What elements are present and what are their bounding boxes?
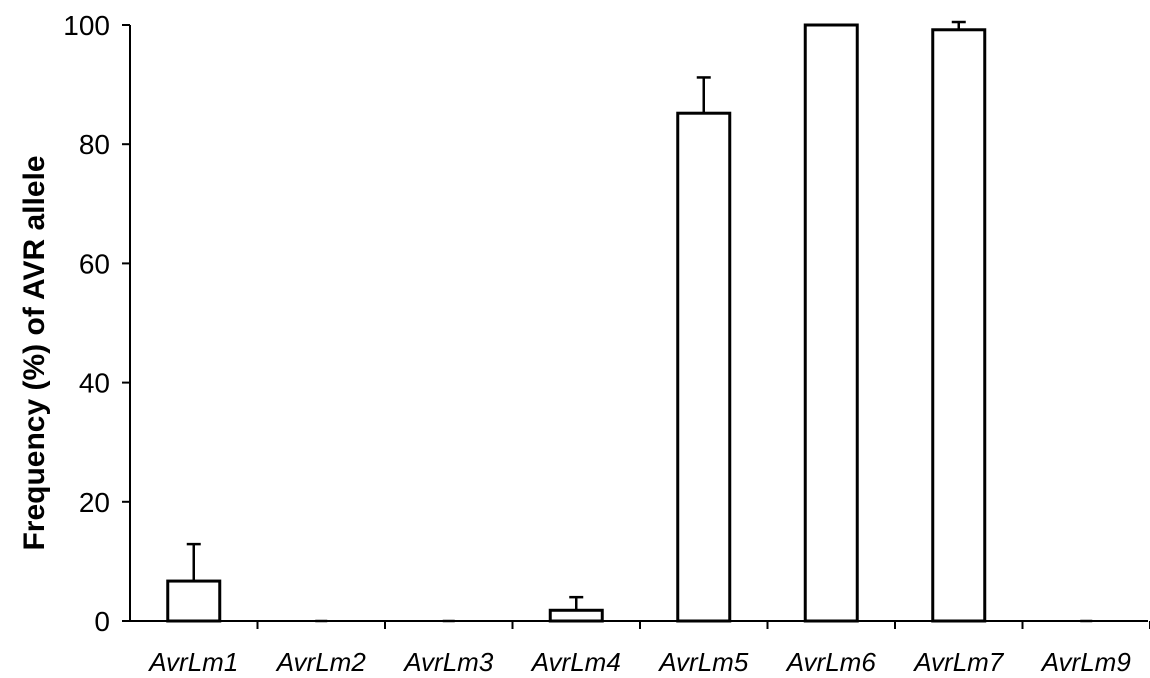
x-category-label: AvrLm2 — [275, 647, 367, 677]
x-category-label: AvrLm9 — [1040, 647, 1131, 677]
bar — [676, 111, 732, 623]
y-tick-label: 80 — [79, 129, 110, 160]
x-category-label: AvrLm7 — [912, 647, 1005, 677]
category-labels: AvrLm1 AvrLm2 AvrLm3 AvrLm4 AvrLm5 AvrLm6 AvrL… — [147, 647, 1131, 677]
y-axis-ticks: 0 20 40 60 80 100 — [63, 10, 130, 637]
bars — [166, 23, 1093, 623]
x-category-label: AvrLm3 — [402, 647, 494, 677]
axes — [129, 25, 1148, 622]
x-category-label: AvrLm6 — [785, 647, 877, 677]
bar — [803, 23, 859, 623]
x-category-label: AvrLm4 — [530, 647, 621, 677]
y-tick-label: 0 — [94, 606, 110, 637]
bar — [166, 579, 222, 623]
error-bars — [186, 20, 966, 611]
y-tick-label: 60 — [79, 248, 110, 279]
y-tick-label: 20 — [79, 487, 110, 518]
x-category-label: AvrLm1 — [147, 647, 238, 677]
y-axis-title: Frequency (%) of AVR allele — [18, 155, 51, 550]
bar — [931, 28, 987, 623]
x-axis-ticks — [256, 621, 1150, 629]
y-tick-label: 40 — [79, 368, 110, 399]
y-tick-label: 100 — [63, 10, 110, 41]
bar — [548, 608, 604, 623]
x-category-label: AvrLm5 — [657, 647, 749, 677]
